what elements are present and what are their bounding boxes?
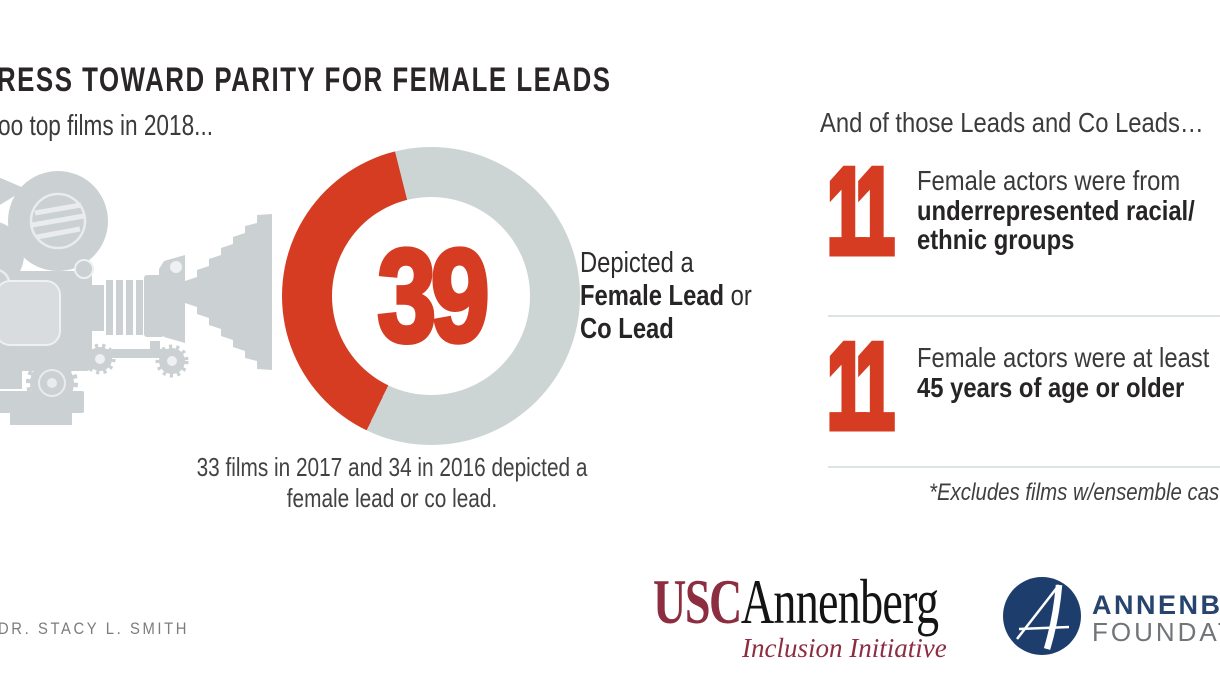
stat-text-1: Female actors were from underrepresented… <box>917 166 1195 255</box>
stat-text-2: Female actors were at least 45 years of … <box>917 343 1209 402</box>
donut-center-value: 39 <box>376 222 492 369</box>
donut-hole <box>332 197 530 395</box>
foundation-a-monogram-icon <box>1016 584 1070 650</box>
annenberg-wordmark: Annenberg <box>740 566 939 637</box>
donut-label-bold2: Co Lead <box>580 313 674 345</box>
page-title: RESS TOWARD PARITY FOR FEMALE LEADS <box>0 61 612 99</box>
donut-chart: 39 <box>282 147 580 445</box>
credit-text: DR. STACY L. SMITH <box>0 619 190 638</box>
stat1-line2: underrepresented racial/ <box>917 194 1195 226</box>
inclusion-initiative-label: Inclusion Initiative <box>742 633 947 663</box>
footnote: *Excludes films w/ensemble casts <box>929 479 1220 506</box>
stat1-line3: ethnic groups <box>917 224 1075 255</box>
foundation-type: FOUNDATION <box>1092 617 1220 647</box>
film-camera-illustration <box>0 171 272 425</box>
donut-label-or: or <box>724 280 752 312</box>
usc-wordmark: USC <box>653 566 742 637</box>
stat-number-1: 11 <box>825 143 897 279</box>
divider <box>828 466 1220 468</box>
stat1-line1: Female actors were from <box>917 165 1181 196</box>
divider <box>828 315 1220 317</box>
usc-annenberg-logo: USCAnnenberg <box>653 570 939 634</box>
stat2-line2: 45 years of age or older <box>917 371 1185 403</box>
annenberg-foundation-logo <box>1003 577 1081 655</box>
donut-label: Depicted a Female Lead or Co Lead <box>580 247 752 346</box>
donut-center-value-wrap: 39 <box>282 147 580 445</box>
donut-label-line1: Depicted a <box>580 247 694 279</box>
foundation-name: ANNENBERG <box>1092 590 1220 620</box>
stat-number-2: 11 <box>825 318 897 454</box>
right-panel-header: And of those Leads and Co Leads… <box>820 107 1204 138</box>
donut-label-bold1: Female Lead <box>580 280 725 312</box>
page-subtitle: oo top films in 2018... <box>0 110 214 142</box>
donut-caption: 33 films in 2017 and 34 in 2016 depicted… <box>196 452 588 513</box>
stat2-line1: Female actors were at least <box>917 342 1210 373</box>
